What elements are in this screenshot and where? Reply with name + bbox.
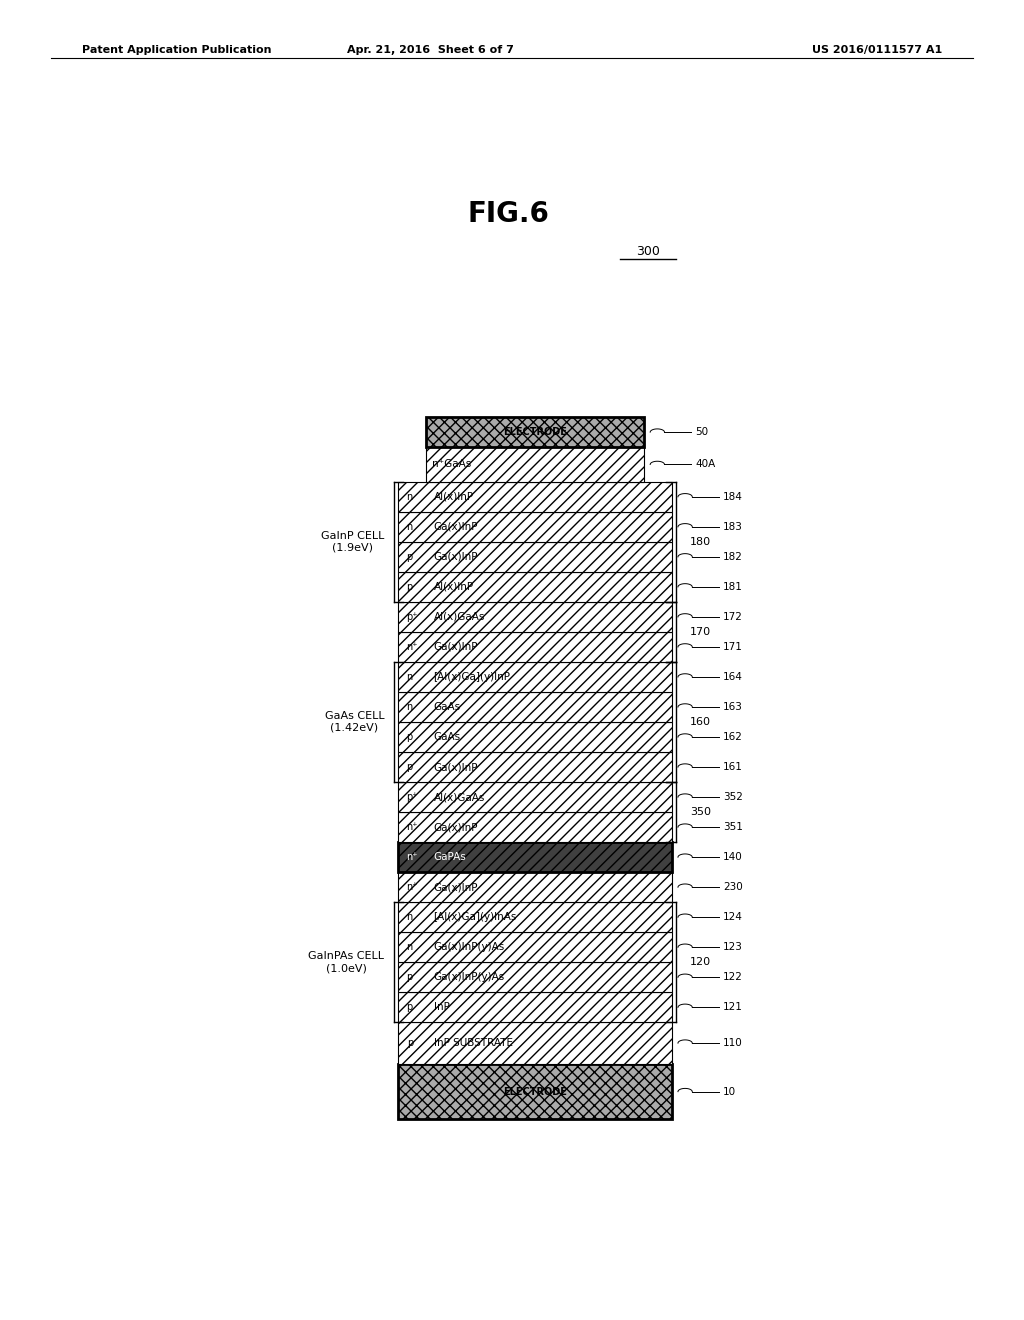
Text: 164: 164: [723, 672, 743, 682]
Text: p: p: [408, 1038, 414, 1048]
Text: p⁺: p⁺: [406, 792, 417, 803]
Bar: [397, 1064, 672, 1119]
Text: Ga(x)InP: Ga(x)InP: [433, 762, 478, 772]
Text: 230: 230: [723, 882, 743, 892]
Text: 50: 50: [695, 428, 709, 437]
Bar: [426, 417, 644, 447]
Text: Al(x)InP: Al(x)InP: [433, 582, 474, 591]
Text: n: n: [406, 702, 412, 711]
Text: p: p: [406, 733, 412, 742]
Text: n: n: [406, 672, 412, 682]
Bar: [397, 993, 672, 1022]
Text: GaAs: GaAs: [433, 733, 461, 742]
Text: p⁺: p⁺: [406, 612, 417, 622]
Text: 123: 123: [723, 942, 743, 952]
Text: 10: 10: [723, 1086, 736, 1097]
Text: n⁺: n⁺: [406, 853, 417, 862]
Text: Ga(x)InP(y)As: Ga(x)InP(y)As: [433, 942, 505, 952]
Bar: [397, 812, 672, 842]
Text: 110: 110: [723, 1038, 743, 1048]
Text: n: n: [406, 492, 412, 502]
Text: InP: InP: [433, 1002, 450, 1012]
Text: Al(x)InP: Al(x)InP: [433, 492, 474, 502]
Text: Al(x)GaAs: Al(x)GaAs: [433, 792, 485, 803]
Text: Ga(x)InP: Ga(x)InP: [433, 822, 478, 832]
Bar: [397, 781, 672, 812]
Text: Ga(x)InP: Ga(x)InP: [433, 642, 478, 652]
Text: p: p: [406, 1002, 412, 1012]
Text: p: p: [406, 582, 412, 591]
Bar: [397, 541, 672, 572]
Text: n: n: [406, 942, 412, 952]
Bar: [426, 447, 644, 482]
Text: 160: 160: [690, 717, 711, 727]
Text: Ga(x)InP: Ga(x)InP: [433, 552, 478, 562]
Text: p: p: [406, 973, 412, 982]
Bar: [397, 722, 672, 752]
Bar: [397, 903, 672, 932]
Bar: [397, 692, 672, 722]
Text: 184: 184: [723, 492, 743, 502]
Text: GaInPAs CELL
(1.0eV): GaInPAs CELL (1.0eV): [308, 952, 384, 973]
Text: 300: 300: [636, 244, 659, 257]
Text: n⁺GaAs: n⁺GaAs: [432, 459, 471, 470]
Text: 350: 350: [690, 807, 711, 817]
Text: Patent Application Publication: Patent Application Publication: [82, 45, 271, 55]
Text: 172: 172: [723, 612, 743, 622]
Bar: [397, 632, 672, 663]
Text: ELECTRODE: ELECTRODE: [503, 428, 566, 437]
Text: 140: 140: [723, 853, 743, 862]
Bar: [397, 962, 672, 993]
Text: 120: 120: [690, 957, 711, 968]
Text: 162: 162: [723, 733, 743, 742]
Text: GaAs: GaAs: [433, 702, 461, 711]
Text: ELECTRODE: ELECTRODE: [503, 1086, 566, 1097]
Text: 171: 171: [723, 642, 743, 652]
Text: 170: 170: [690, 627, 711, 638]
Bar: [397, 602, 672, 632]
Bar: [397, 873, 672, 903]
Text: p: p: [406, 552, 412, 562]
Text: n⁺: n⁺: [406, 882, 417, 892]
Bar: [397, 572, 672, 602]
Text: Apr. 21, 2016  Sheet 6 of 7: Apr. 21, 2016 Sheet 6 of 7: [347, 45, 513, 55]
Text: Ga(x)InP: Ga(x)InP: [433, 521, 478, 532]
Bar: [397, 482, 672, 512]
Text: 183: 183: [723, 521, 743, 532]
Text: InP SUBSTRATE: InP SUBSTRATE: [433, 1038, 513, 1048]
Text: [Al(x)Ga](y)InP: [Al(x)Ga](y)InP: [433, 672, 511, 682]
Text: 161: 161: [723, 762, 743, 772]
Text: n⁺: n⁺: [406, 642, 417, 652]
Text: US 2016/0111577 A1: US 2016/0111577 A1: [812, 45, 942, 55]
Text: 181: 181: [723, 582, 743, 591]
Text: FIG.6: FIG.6: [468, 199, 550, 228]
Bar: [397, 1022, 672, 1064]
Text: p: p: [406, 762, 412, 772]
Bar: [397, 842, 672, 873]
Text: 122: 122: [723, 973, 743, 982]
Text: n⁺: n⁺: [406, 822, 417, 832]
Text: Al(x)GaAs: Al(x)GaAs: [433, 612, 485, 622]
Text: n: n: [406, 521, 412, 532]
Text: Ga(x)InP(y)As: Ga(x)InP(y)As: [433, 973, 505, 982]
Text: GaAs CELL
(1.42eV): GaAs CELL (1.42eV): [325, 711, 384, 733]
Text: [Al(x)Ga](y)InAs: [Al(x)Ga](y)InAs: [433, 912, 517, 923]
Text: 40A: 40A: [695, 459, 716, 470]
Text: 351: 351: [723, 822, 743, 832]
Text: 352: 352: [723, 792, 743, 803]
Bar: [397, 752, 672, 781]
Bar: [397, 512, 672, 541]
Text: 163: 163: [723, 702, 743, 711]
Text: 121: 121: [723, 1002, 743, 1012]
Text: Ga(x)InP: Ga(x)InP: [433, 882, 478, 892]
Text: 180: 180: [690, 537, 711, 546]
Bar: [397, 932, 672, 962]
Text: 182: 182: [723, 552, 743, 562]
Text: 124: 124: [723, 912, 743, 923]
Text: GaInP CELL
(1.9eV): GaInP CELL (1.9eV): [321, 531, 384, 553]
Text: n: n: [406, 912, 412, 923]
Bar: [397, 663, 672, 692]
Text: GaPAs: GaPAs: [433, 853, 466, 862]
